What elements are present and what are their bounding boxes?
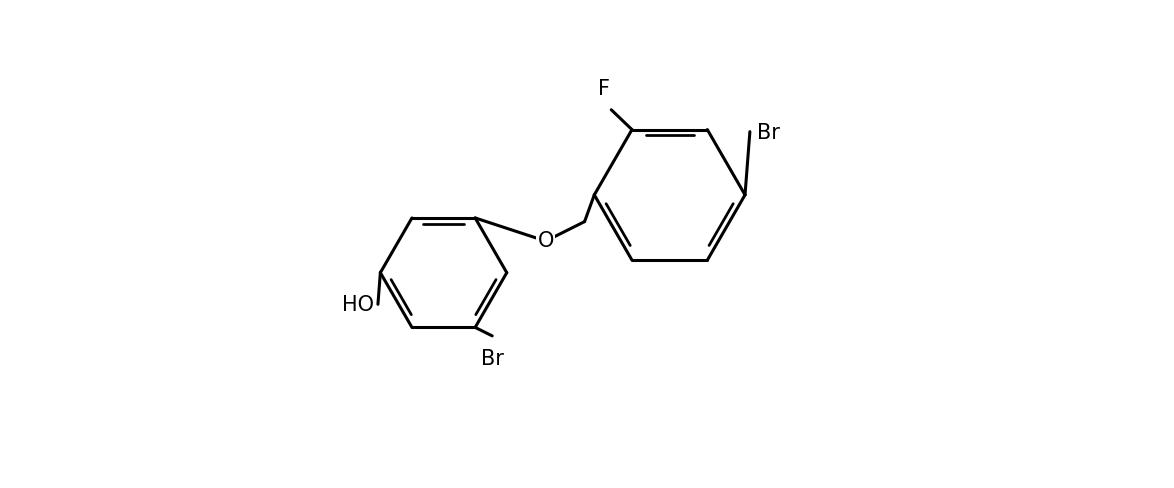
Text: F: F <box>598 79 610 99</box>
Text: Br: Br <box>480 348 504 368</box>
Text: Br: Br <box>757 122 780 142</box>
Text: HO: HO <box>342 295 375 315</box>
Text: O: O <box>538 230 554 250</box>
